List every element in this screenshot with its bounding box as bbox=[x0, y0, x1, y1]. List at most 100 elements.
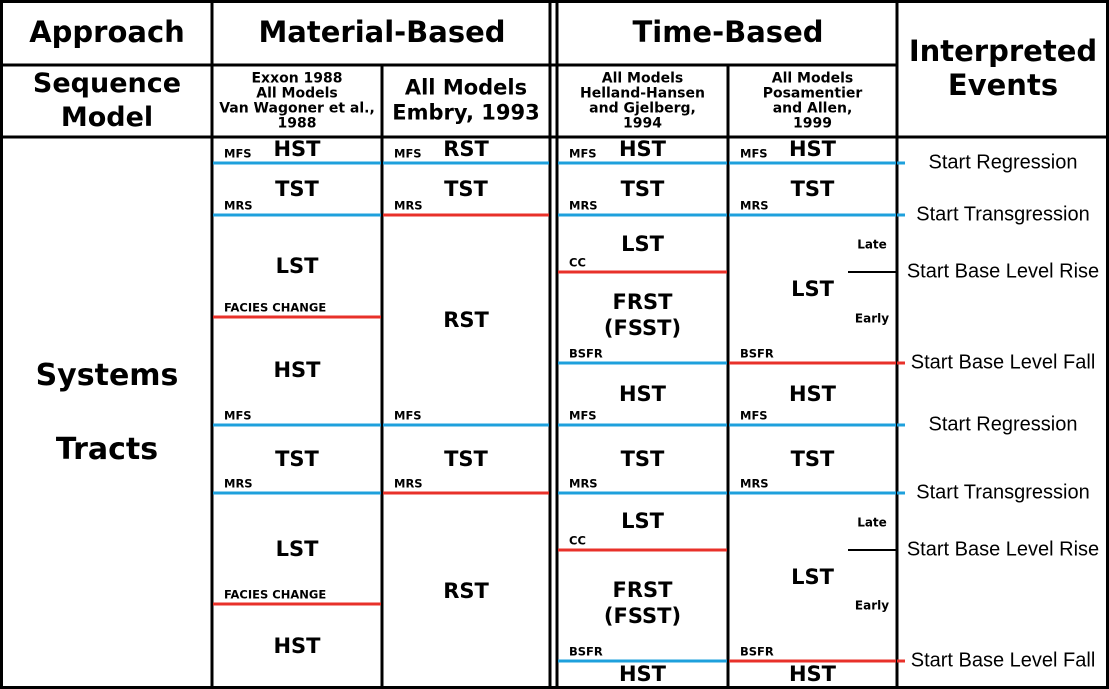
surface-label: MFS bbox=[394, 409, 422, 423]
model-header-line: Helland-Hansen bbox=[580, 86, 705, 102]
tract-label: TST bbox=[791, 447, 835, 471]
model-header-line: All Models bbox=[602, 71, 684, 87]
tract-label: LST bbox=[276, 537, 320, 561]
sublabel: Late bbox=[857, 516, 887, 530]
events-header: Interpreted Events bbox=[909, 34, 1097, 102]
surface-label: MRS bbox=[740, 477, 769, 491]
tract-label: HST bbox=[789, 662, 837, 686]
tract-label: LST bbox=[621, 232, 665, 256]
model-header-line: and Gjelberg, bbox=[589, 101, 696, 117]
approach-header: Approach bbox=[29, 15, 185, 49]
model-header-line: 1999 bbox=[793, 116, 832, 132]
model-header-line: Van Wagoner et al., bbox=[219, 101, 375, 117]
event-label: Start Base Level Fall bbox=[911, 649, 1096, 671]
event-label: Start Base Level Rise bbox=[907, 260, 1099, 282]
tract-label: HST bbox=[789, 382, 837, 406]
tract-label: LST bbox=[791, 277, 835, 301]
event-label: Start Regression bbox=[929, 413, 1078, 435]
tract-label: TST bbox=[444, 177, 488, 201]
tract-label-line: (FSST) bbox=[604, 316, 681, 340]
model-header-line: All Models bbox=[772, 71, 854, 87]
event-label: Start Regression bbox=[929, 151, 1078, 173]
model-header-line: All Models bbox=[405, 76, 527, 100]
tract-label: LST bbox=[276, 254, 320, 278]
systems-tracts-label: Systems Tracts bbox=[36, 358, 179, 467]
model-header: All Models Posamentier and Allen, 1999 bbox=[763, 71, 863, 132]
tract-label: RST bbox=[443, 579, 489, 603]
events-header-line: Events bbox=[948, 68, 1058, 102]
surface-label: MFS bbox=[394, 147, 422, 161]
tract-label: FRST (FSST) bbox=[604, 290, 681, 340]
surface-label: MRS bbox=[740, 199, 769, 213]
sequence-model-header: Sequence Model bbox=[33, 68, 181, 133]
surface-label: BSFR bbox=[569, 347, 603, 361]
surface-label: MRS bbox=[394, 199, 423, 213]
systems-tracts-label-line: Tracts bbox=[56, 432, 158, 467]
surface-label: FACIES CHANGE bbox=[224, 588, 326, 602]
surface-label: FACIES CHANGE bbox=[224, 301, 326, 315]
tract-label: HST bbox=[273, 137, 321, 161]
model-header-line: Posamentier bbox=[763, 86, 863, 102]
surface-label: MFS bbox=[224, 409, 252, 423]
tract-label: TST bbox=[275, 177, 319, 201]
model-header: Exxon 1988 All Models Van Wagoner et al., 1… bbox=[219, 71, 375, 132]
model-header-line: Embry, 1993 bbox=[392, 101, 539, 125]
tract-label-line: (FSST) bbox=[604, 604, 681, 628]
time-header: Time-Based bbox=[632, 15, 823, 49]
tract-label: TST bbox=[444, 447, 488, 471]
model-header-line: 1994 bbox=[623, 116, 662, 132]
tract-label: HST bbox=[619, 382, 667, 406]
surface-label: CC bbox=[569, 256, 586, 270]
event-label: Start Transgression bbox=[916, 203, 1089, 225]
model-header-line: 1988 bbox=[278, 116, 317, 132]
tract-label: TST bbox=[791, 177, 835, 201]
sublabel: Early bbox=[855, 599, 889, 613]
surface-label: MFS bbox=[740, 147, 768, 161]
surface-label: MFS bbox=[569, 147, 597, 161]
sublabel: Early bbox=[855, 312, 889, 326]
event-label: Start Base Level Rise bbox=[907, 538, 1099, 560]
tract-label: RST bbox=[443, 308, 489, 332]
surface-label: MRS bbox=[224, 477, 253, 491]
surface-label: MRS bbox=[224, 199, 253, 213]
tract-label-line: FRST bbox=[613, 578, 674, 602]
model-header-line: and Allen, bbox=[773, 101, 853, 117]
surface-label: BSFR bbox=[740, 347, 774, 361]
surface-label: MRS bbox=[569, 199, 598, 213]
tract-label: HST bbox=[273, 358, 321, 382]
surface-label: MRS bbox=[569, 477, 598, 491]
surface-label: MFS bbox=[740, 409, 768, 423]
model-header-line: Exxon 1988 bbox=[251, 71, 342, 87]
events-header-line: Interpreted bbox=[909, 34, 1097, 68]
surface-label: BSFR bbox=[740, 645, 774, 659]
model-header: All Models Embry, 1993 bbox=[392, 76, 539, 125]
model-header-line: All Models bbox=[256, 86, 338, 102]
surface-label: MFS bbox=[569, 409, 597, 423]
tract-label: FRST (FSST) bbox=[604, 578, 681, 628]
sequence-model-header-line: Sequence bbox=[33, 68, 181, 99]
material-header: Material-Based bbox=[258, 15, 505, 49]
tract-label: HST bbox=[273, 634, 321, 658]
tract-label: LST bbox=[621, 509, 665, 533]
sublabel: Late bbox=[857, 238, 887, 252]
sequence-model-header-line: Model bbox=[61, 102, 153, 133]
tract-label: HST bbox=[619, 137, 667, 161]
tract-label-line: FRST bbox=[613, 290, 674, 314]
tract-label: LST bbox=[791, 565, 835, 589]
tract-label: HST bbox=[789, 137, 837, 161]
tract-label: TST bbox=[621, 447, 665, 471]
systems-tracts-label-line: Systems bbox=[36, 358, 179, 393]
surface-label: MRS bbox=[394, 477, 423, 491]
tract-label: RST bbox=[443, 137, 489, 161]
tract-label: TST bbox=[275, 447, 319, 471]
surface-label: MFS bbox=[224, 147, 252, 161]
model-header: All Models Helland-Hansen and Gjelberg, 199… bbox=[580, 71, 705, 132]
surface-label: BSFR bbox=[569, 645, 603, 659]
event-label: Start Transgression bbox=[916, 481, 1089, 503]
tract-label: HST bbox=[619, 662, 667, 686]
event-label: Start Base Level Fall bbox=[911, 351, 1096, 373]
